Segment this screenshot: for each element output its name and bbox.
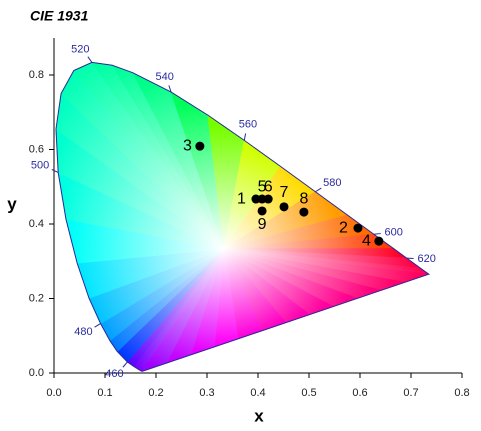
x-tick-label: 0.7 — [403, 387, 418, 399]
wavelength-label: 600 — [384, 227, 402, 239]
wavelength-tick — [373, 233, 381, 235]
wavelength-tick — [122, 361, 128, 368]
wavelength-tick — [94, 323, 101, 328]
y-axis-label: y — [7, 194, 17, 213]
data-point — [195, 141, 205, 151]
point-label: 3 — [183, 137, 192, 154]
data-point — [374, 236, 384, 246]
gamut-fill — [55, 61, 431, 372]
wavelength-label: 540 — [156, 71, 174, 83]
x-tick-label: 0.2 — [148, 387, 163, 399]
x-tick-label: 0.5 — [301, 387, 316, 399]
point-label: 8 — [299, 190, 308, 207]
x-tick-label: 0.1 — [97, 387, 112, 399]
point-label: 6 — [264, 178, 273, 195]
point-label: 1 — [237, 190, 246, 207]
wavelength-label: 460 — [105, 368, 123, 380]
x-axis-label: x — [254, 406, 264, 425]
wavelength-label: 620 — [417, 253, 435, 265]
x-tick-label: 0.0 — [46, 387, 61, 399]
y-tick-label: 0.6 — [29, 143, 44, 155]
data-point — [299, 207, 309, 217]
wavelength-label: 480 — [74, 326, 92, 338]
x-tick-label: 0.3 — [199, 387, 214, 399]
y-tick-label: 0.4 — [29, 218, 44, 230]
wavelength-tick — [51, 169, 59, 173]
data-point — [257, 206, 267, 216]
point-label: 5 — [258, 178, 267, 195]
wavelength-tick — [315, 187, 322, 193]
wavelength-label: 520 — [71, 43, 89, 55]
data-point — [353, 223, 363, 233]
x-tick-label: 0.6 — [352, 387, 367, 399]
wavelength-tick — [168, 85, 172, 93]
y-tick-label: 0.8 — [29, 69, 44, 81]
point-label: 2 — [339, 219, 348, 236]
chart-title: CIE 1931 — [30, 8, 89, 24]
point-label: 7 — [280, 184, 289, 201]
wavelength-label: 500 — [31, 160, 49, 172]
x-tick-label: 0.8 — [454, 387, 469, 399]
data-point — [279, 202, 289, 212]
y-tick-label: 0.0 — [29, 367, 44, 379]
wavelength-label: 580 — [323, 177, 341, 189]
point-label: 9 — [258, 216, 267, 233]
point-label: 4 — [362, 232, 371, 249]
wavelength-tick — [87, 56, 93, 63]
y-tick-label: 0.2 — [29, 292, 44, 304]
x-tick-label: 0.4 — [250, 387, 265, 399]
wavelength-label: 560 — [239, 119, 257, 131]
wavelength-tick — [243, 133, 247, 141]
data-point — [263, 194, 273, 204]
